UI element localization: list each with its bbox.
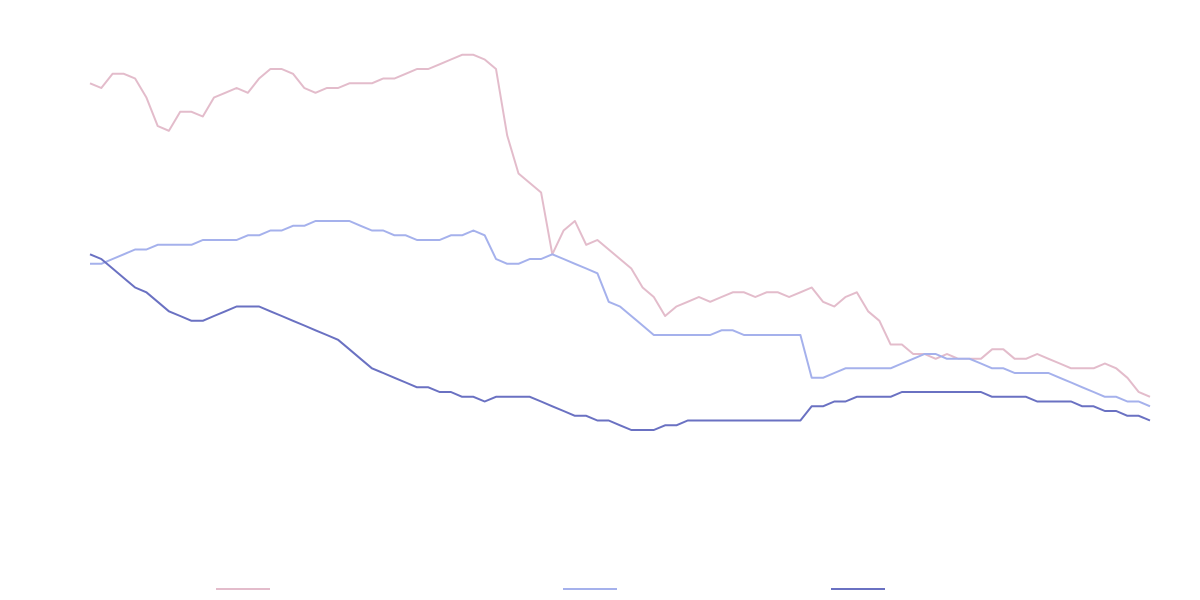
series-lines <box>89 53 1151 431</box>
series-line-2 <box>90 220 1151 408</box>
series-line-3 <box>89 253 1151 431</box>
series-line-1 <box>89 53 1151 398</box>
